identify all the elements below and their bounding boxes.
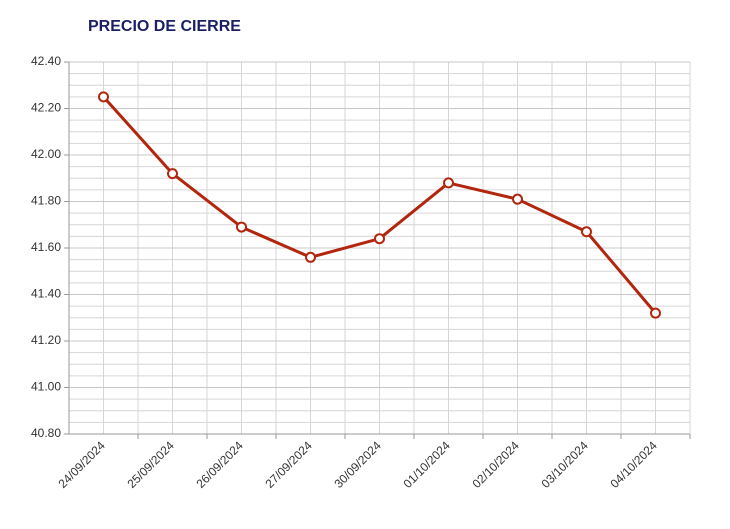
y-tick-label: 41.80 [31,194,61,208]
x-tick-label: 01/10/2024 [400,438,453,491]
x-tick-label: 04/10/2024 [607,438,660,491]
y-tick-label: 42.40 [31,54,61,68]
x-tick-label: 25/09/2024 [124,438,177,491]
x-tick-label: 27/09/2024 [262,438,315,491]
marker [443,177,454,189]
marker [98,91,109,103]
y-tick-label: 42.20 [31,101,61,115]
marker [512,193,523,205]
y-tick-label: 42.00 [31,147,61,161]
x-tick-label: 03/10/2024 [538,438,591,491]
y-tick-label: 41.00 [31,380,61,394]
x-tick-label: 26/09/2024 [193,438,246,491]
marker [167,168,178,180]
y-tick-label: 41.20 [31,333,61,347]
x-tick-label: 30/09/2024 [331,438,384,491]
x-tick-label: 24/09/2024 [55,438,108,491]
marker [305,251,316,263]
marker [650,307,661,319]
y-tick-label: 41.60 [31,240,61,254]
marker [236,221,247,233]
x-tick-label: 02/10/2024 [469,438,522,491]
y-tick-label: 41.40 [31,287,61,301]
marker [374,233,385,245]
y-tick-label: 40.80 [31,426,61,440]
marker [581,226,592,238]
chart-title: PRECIO DE CIERRE [88,18,241,35]
